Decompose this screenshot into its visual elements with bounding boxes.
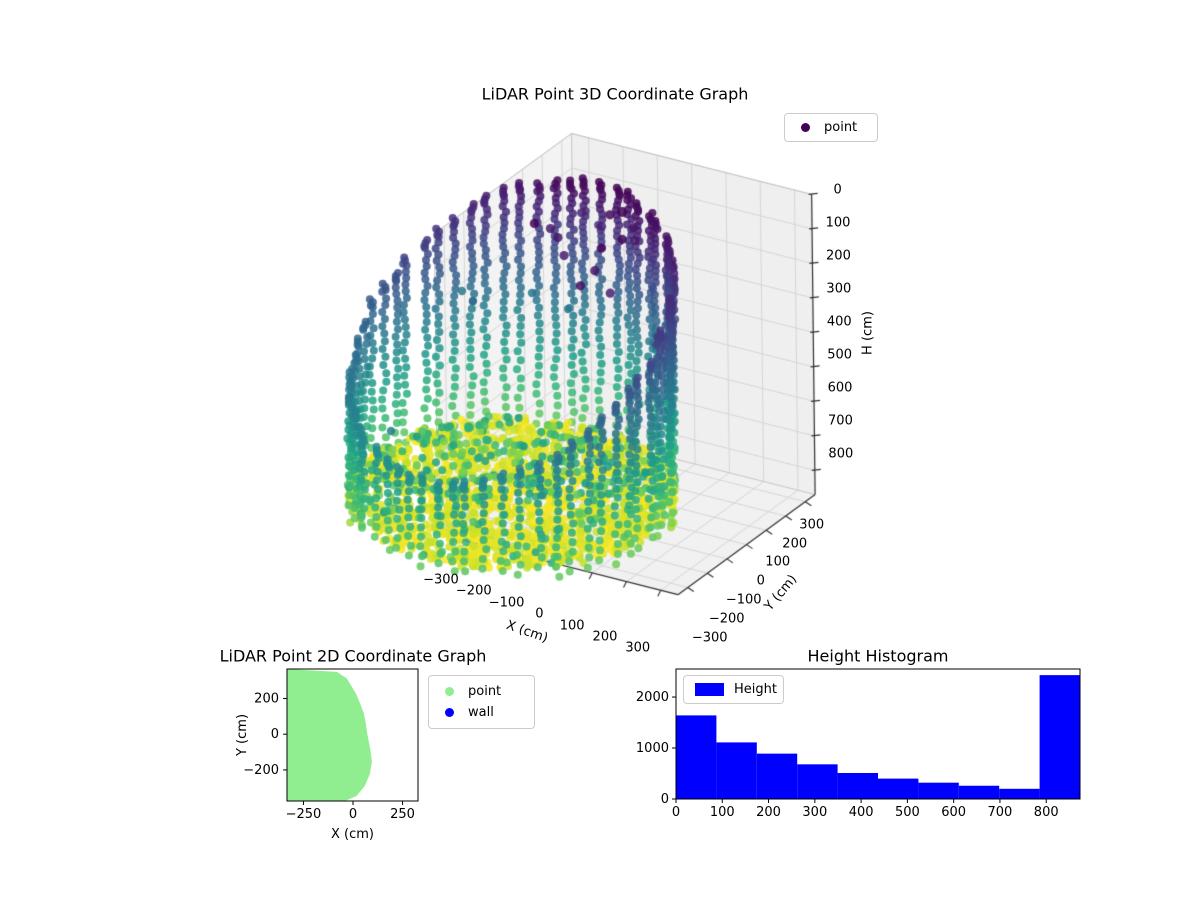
plot3d-legend: point bbox=[784, 113, 878, 142]
z-tick-label-3d: 0 bbox=[833, 182, 842, 198]
x-tick-label-hist: 200 bbox=[756, 805, 781, 820]
y-tick-label-3d: 300 bbox=[799, 517, 825, 533]
legend-item-point-2d: point bbox=[429, 681, 534, 702]
hist-bar bbox=[878, 778, 919, 799]
hist-bar bbox=[918, 782, 959, 799]
z-tick-label-3d: 400 bbox=[826, 314, 852, 330]
x-axis-label-2d: X (cm) bbox=[331, 827, 374, 842]
y-tick-label-hist: 0 bbox=[661, 792, 669, 807]
plot3d-title: LiDAR Point 3D Coordinate Graph bbox=[481, 84, 749, 104]
histogram-title: Height Histogram bbox=[807, 646, 949, 666]
scan-region bbox=[287, 669, 372, 801]
z-tick-label-3d: 300 bbox=[826, 281, 852, 297]
y-tick-label-3d: 0 bbox=[756, 573, 765, 589]
x-tick-label-2d: 250 bbox=[390, 807, 415, 822]
histogram-frame bbox=[675, 668, 1081, 800]
x-tick-label-3d: 200 bbox=[592, 629, 618, 645]
x-tick-label-hist: 300 bbox=[802, 805, 827, 820]
legend-item-point-3d: point bbox=[785, 117, 877, 138]
z-tick-label-3d: 500 bbox=[827, 347, 853, 363]
plot2d-legend: point wall bbox=[428, 675, 535, 729]
hist-bar bbox=[958, 785, 1000, 799]
x-tick-label-3d: 300 bbox=[625, 640, 651, 656]
hist-bar bbox=[837, 773, 878, 799]
hist-bar bbox=[1039, 675, 1080, 799]
y-axis-label-2d: Y (cm) bbox=[235, 714, 250, 757]
y-tick-label-2d: 200 bbox=[254, 691, 279, 706]
x-tick-label-3d: 100 bbox=[559, 618, 585, 634]
hist-bar bbox=[716, 742, 757, 799]
x-tick-label-hist: 600 bbox=[941, 805, 966, 820]
x-tick-label-3d: 0 bbox=[535, 606, 544, 622]
plot2d-title: LiDAR Point 2D Coordinate Graph bbox=[219, 646, 487, 666]
x-tick-label-3d: −200 bbox=[455, 583, 492, 599]
x-tick-label-3d: −300 bbox=[423, 572, 459, 588]
x-tick-label-2d: −250 bbox=[286, 807, 322, 822]
x-tick-label-3d: −100 bbox=[488, 595, 525, 611]
legend-label: point bbox=[468, 684, 502, 699]
z-tick-label-3d: 600 bbox=[827, 380, 853, 396]
x-tick-label-hist: 0 bbox=[672, 805, 680, 820]
legend-item-wall-2d: wall bbox=[429, 702, 534, 723]
y-tick-label-3d: −200 bbox=[708, 611, 745, 627]
hist-bar bbox=[676, 715, 717, 799]
legend-item-height: Height bbox=[684, 679, 783, 700]
y-tick-label-2d: −200 bbox=[243, 763, 279, 778]
y-tick-label-3d: 100 bbox=[765, 554, 791, 570]
y-tick-label-3d: −100 bbox=[725, 592, 762, 608]
y-tick-label-hist: 2000 bbox=[636, 690, 669, 705]
y-tick-label-2d: 0 bbox=[271, 727, 279, 742]
z-tick-label-3d: 700 bbox=[828, 413, 853, 429]
y-tick-label-3d: 200 bbox=[782, 536, 808, 551]
point-marker-icon bbox=[801, 123, 810, 132]
x-tick-label-hist: 400 bbox=[849, 805, 874, 820]
y-tick-label-hist: 1000 bbox=[636, 741, 669, 756]
x-tick-label-2d: 0 bbox=[349, 807, 357, 822]
x-tick-label-hist: 800 bbox=[1034, 805, 1059, 820]
z-axis-label-3d: H (cm) bbox=[860, 311, 876, 355]
z-tick-label-3d: 200 bbox=[826, 248, 851, 264]
x-tick-label-hist: 500 bbox=[895, 805, 920, 820]
z-tick-label-3d: 100 bbox=[825, 215, 851, 231]
z-tick-label-3d: 800 bbox=[828, 446, 854, 462]
x-tick-label-hist: 100 bbox=[710, 805, 735, 820]
hist-bar bbox=[797, 764, 838, 799]
legend-label: point bbox=[824, 120, 858, 135]
hist-bar bbox=[756, 753, 798, 799]
legend-label: Height bbox=[734, 682, 777, 697]
hist-bar bbox=[999, 788, 1040, 799]
height-swatch-icon bbox=[695, 683, 724, 696]
y-tick-label-3d: −300 bbox=[691, 630, 728, 645]
x-tick-label-hist: 700 bbox=[988, 805, 1013, 820]
histogram-legend: Height bbox=[683, 675, 784, 704]
legend-label: wall bbox=[468, 705, 494, 720]
wall-marker-icon bbox=[445, 708, 454, 717]
point-marker-icon bbox=[445, 687, 454, 696]
